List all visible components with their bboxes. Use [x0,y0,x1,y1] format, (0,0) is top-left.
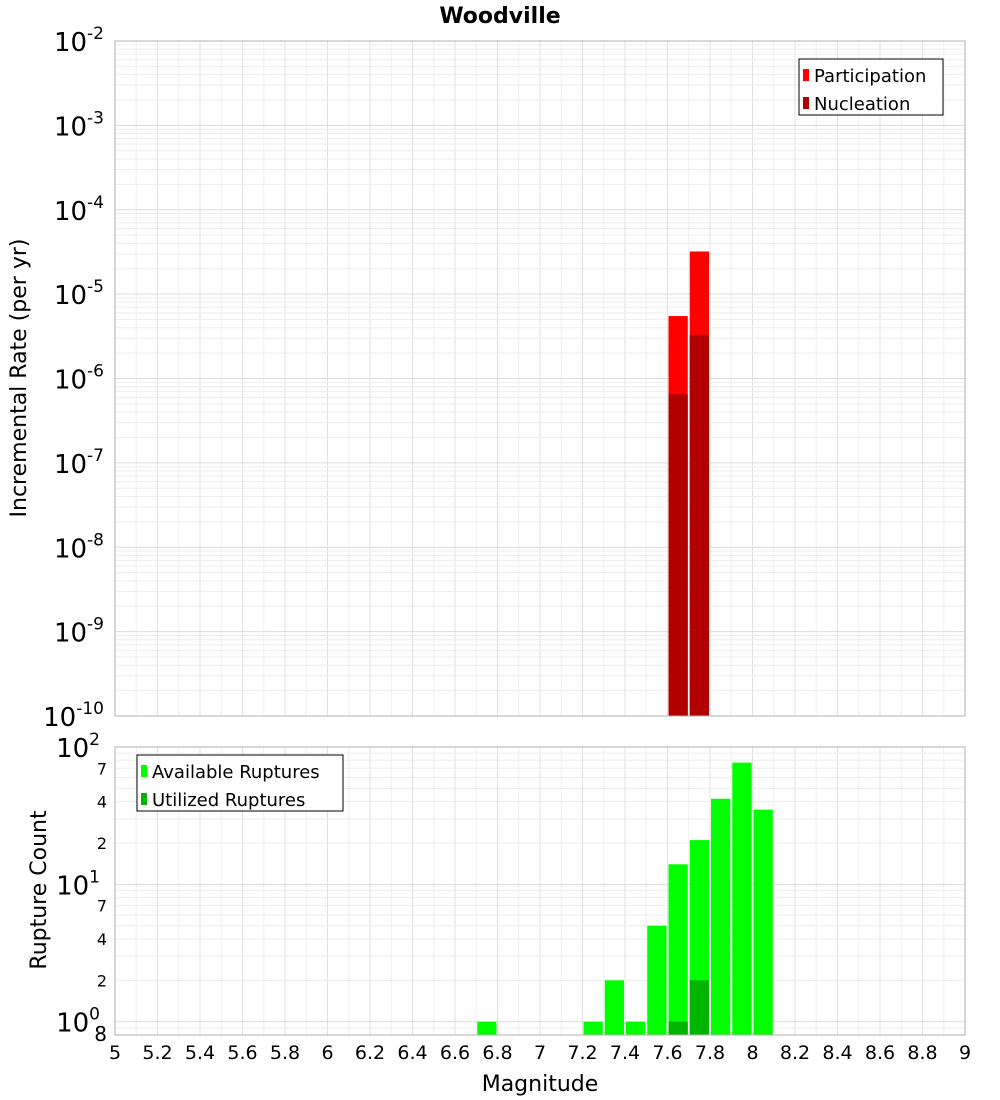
y-tick-label-minor: 7 [97,759,107,778]
legend-swatch [141,793,147,805]
y-tick-label: 10-4 [54,193,104,227]
legend-entry: Participation [814,66,926,87]
x-tick-label: 6.4 [397,1042,427,1064]
y-tick-label-major: 101 [56,867,100,901]
x-tick-label: 6.8 [482,1042,512,1064]
x-tick-label: 6 [321,1042,333,1064]
y-tick-label: 10-9 [54,615,104,649]
top-panel-rate: 10-2 10-3 10-4 10-5 10-6 10-7 10-8 10-9 10-10 Par… [43,24,966,733]
y-tick-label: 10-2 [54,24,104,58]
y-tick-label: 10-10 [43,699,104,733]
bottom-y-axis-label: Rupture Count [27,810,52,970]
x-tick-label: 8 [746,1042,758,1064]
bar-available-ruptures [647,925,667,1035]
x-tick-label: 5 [109,1042,121,1064]
bar-available-ruptures [583,1021,603,1035]
legend-entry: Utilized Ruptures [152,790,305,811]
bar-available-ruptures [477,1021,497,1035]
y-tick-label: 10-3 [54,108,104,142]
y-tick-label-minor: 8 [94,1022,107,1046]
bar-available-ruptures [604,980,624,1035]
bar-nucleation [689,334,709,716]
y-tick-label-minor: 4 [97,793,107,812]
x-tick-label: 7.6 [652,1042,682,1064]
plot-frame [114,746,966,1036]
x-tick-label: 8.4 [822,1042,852,1064]
y-tick-label-minor: 4 [97,930,107,949]
x-tick-label: 6.2 [355,1042,385,1064]
bar-nucleation [668,394,688,716]
y-tick-label: 10-6 [54,362,104,396]
x-tick-label: 6.6 [440,1042,470,1064]
bar-available-ruptures [668,864,688,1035]
legend-swatch [803,69,809,81]
chart-title: Woodville [439,4,560,29]
x-tick-label: 7.2 [567,1042,597,1064]
x-tick-label: 8.2 [780,1042,810,1064]
legend-entry: Nucleation [814,94,910,115]
x-tick-label: 5.6 [227,1042,257,1064]
y-tick-label: 10-8 [54,530,104,564]
y-tick-label-minor: 2 [97,971,107,990]
bar-available-ruptures [753,809,773,1035]
plot-frame [114,40,966,717]
x-tick-label: 7.8 [695,1042,725,1064]
x-tick-label: 7.4 [610,1042,640,1064]
bar-available-ruptures [711,798,731,1035]
bar-utilized-ruptures [689,980,709,1035]
top-y-axis-label: Incremental Rate (per yr) [7,239,32,518]
y-tick-label-major: 100 [56,1005,100,1039]
bar-available-ruptures [732,762,752,1035]
y-tick-label: 10-7 [54,446,104,480]
legend-box [798,58,944,116]
x-axis-label: Magnitude [482,1072,599,1097]
x-tick-label: 8.8 [907,1042,937,1064]
x-tick-label: 5.2 [142,1042,172,1064]
x-tick-label: 8.6 [865,1042,895,1064]
bar-available-ruptures [626,1021,646,1035]
y-tick-label-minor: 2 [97,834,107,853]
bar-utilized-ruptures [668,1021,688,1035]
legend-swatch [141,765,147,777]
y-tick-label-minor: 7 [97,897,107,916]
y-tick-label: 10-5 [54,277,104,311]
legend-box [136,754,344,812]
legend-swatch [803,97,809,109]
x-tick-label: 5.8 [270,1042,300,1064]
x-tick-label: 7 [534,1042,546,1064]
legend-entry: Available Ruptures [152,762,320,783]
x-tick-label: 5.4 [185,1042,215,1064]
x-tick-label: 9 [959,1042,971,1064]
y-tick-label-major: 102 [56,730,100,764]
